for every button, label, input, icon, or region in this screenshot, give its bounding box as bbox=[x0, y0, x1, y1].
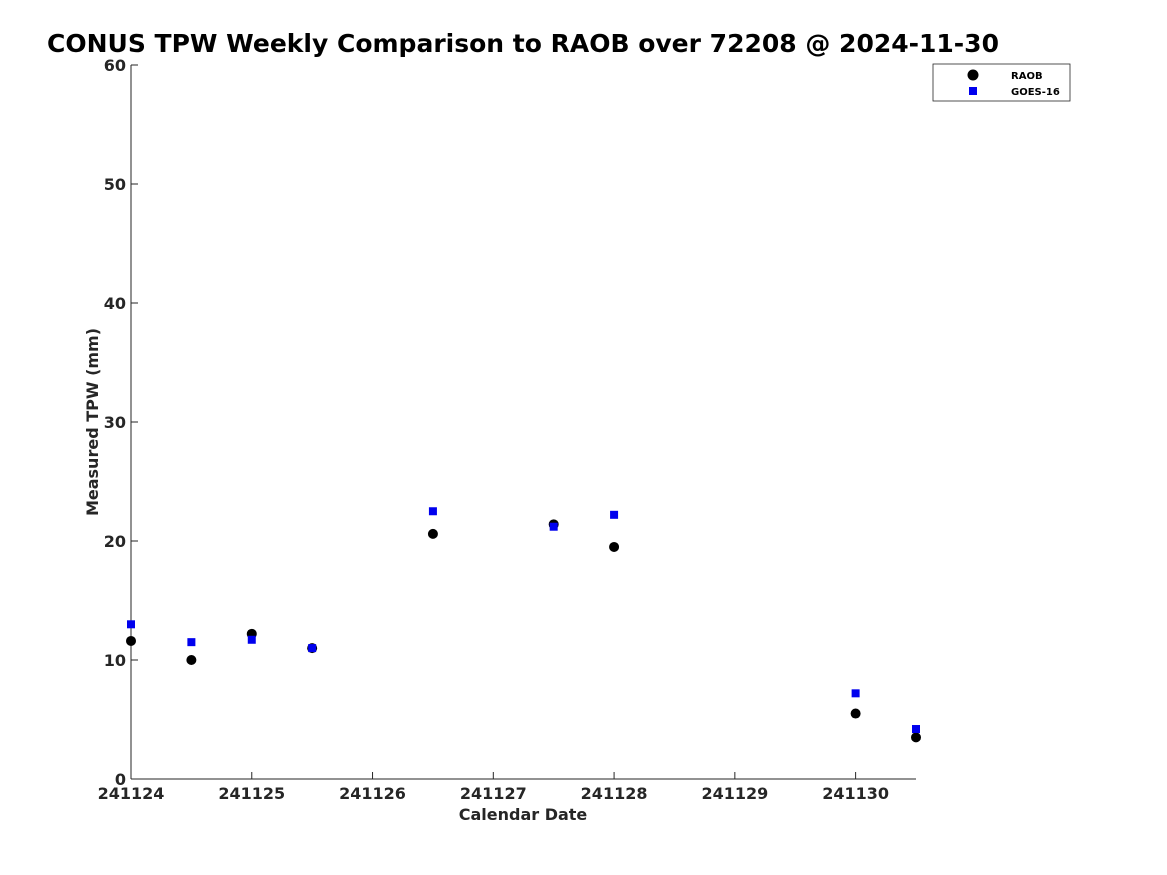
y-tick-label: 10 bbox=[104, 651, 126, 670]
legend-raob-marker bbox=[967, 69, 979, 81]
goes-16-point bbox=[851, 689, 860, 698]
y-tick-label: 50 bbox=[104, 175, 126, 194]
raob-point bbox=[850, 708, 861, 719]
x-tick-label: 241128 bbox=[581, 784, 648, 803]
goes-16-point bbox=[610, 510, 619, 519]
raob-point bbox=[126, 635, 136, 646]
x-tick-label: 241130 bbox=[822, 784, 889, 803]
x-tick-label: 241127 bbox=[460, 784, 527, 803]
x-tick-label: 241125 bbox=[218, 784, 285, 803]
y-axis: 0 10 20 30 40 50 60 bbox=[104, 56, 138, 789]
x-tick-label: 241126 bbox=[339, 784, 406, 803]
legend-goes-marker bbox=[969, 87, 977, 95]
raob-point bbox=[609, 541, 620, 552]
y-axis-label: Measured TPW (mm) bbox=[83, 328, 102, 516]
y-tick-label: 20 bbox=[104, 532, 126, 551]
goes-16-point bbox=[308, 644, 317, 653]
y-tick-label: 0 bbox=[115, 770, 126, 789]
y-tick-label: 60 bbox=[104, 56, 126, 75]
x-tick-label: 241129 bbox=[701, 784, 768, 803]
y-tick-label: 40 bbox=[104, 294, 126, 313]
goes-16-point bbox=[127, 620, 135, 629]
raob-point bbox=[911, 732, 921, 743]
legend-raob-label: RAOB bbox=[1011, 71, 1043, 82]
goes-16-point bbox=[912, 725, 920, 734]
goes-16-point bbox=[549, 522, 558, 531]
chart-title: CONUS TPW Weekly Comparison to RAOB over… bbox=[47, 29, 999, 58]
x-axis: 241124 241125 241126 241127 241128 241129 2411… bbox=[98, 772, 916, 803]
goes-16-point bbox=[247, 635, 256, 644]
raob-point bbox=[186, 655, 197, 665]
y-tick-label: 30 bbox=[104, 413, 126, 432]
x-axis-label: Calendar Date bbox=[459, 805, 588, 824]
raob-point bbox=[427, 528, 438, 539]
legend: RAOB GOES-16 bbox=[932, 63, 1071, 102]
x-tick-label: 241124 bbox=[98, 784, 165, 803]
legend-goes-label: GOES-16 bbox=[1011, 87, 1060, 98]
goes-16-point bbox=[187, 638, 196, 647]
plot-points bbox=[126, 507, 921, 743]
goes-16-point bbox=[428, 507, 437, 516]
legend-box bbox=[932, 63, 1071, 102]
